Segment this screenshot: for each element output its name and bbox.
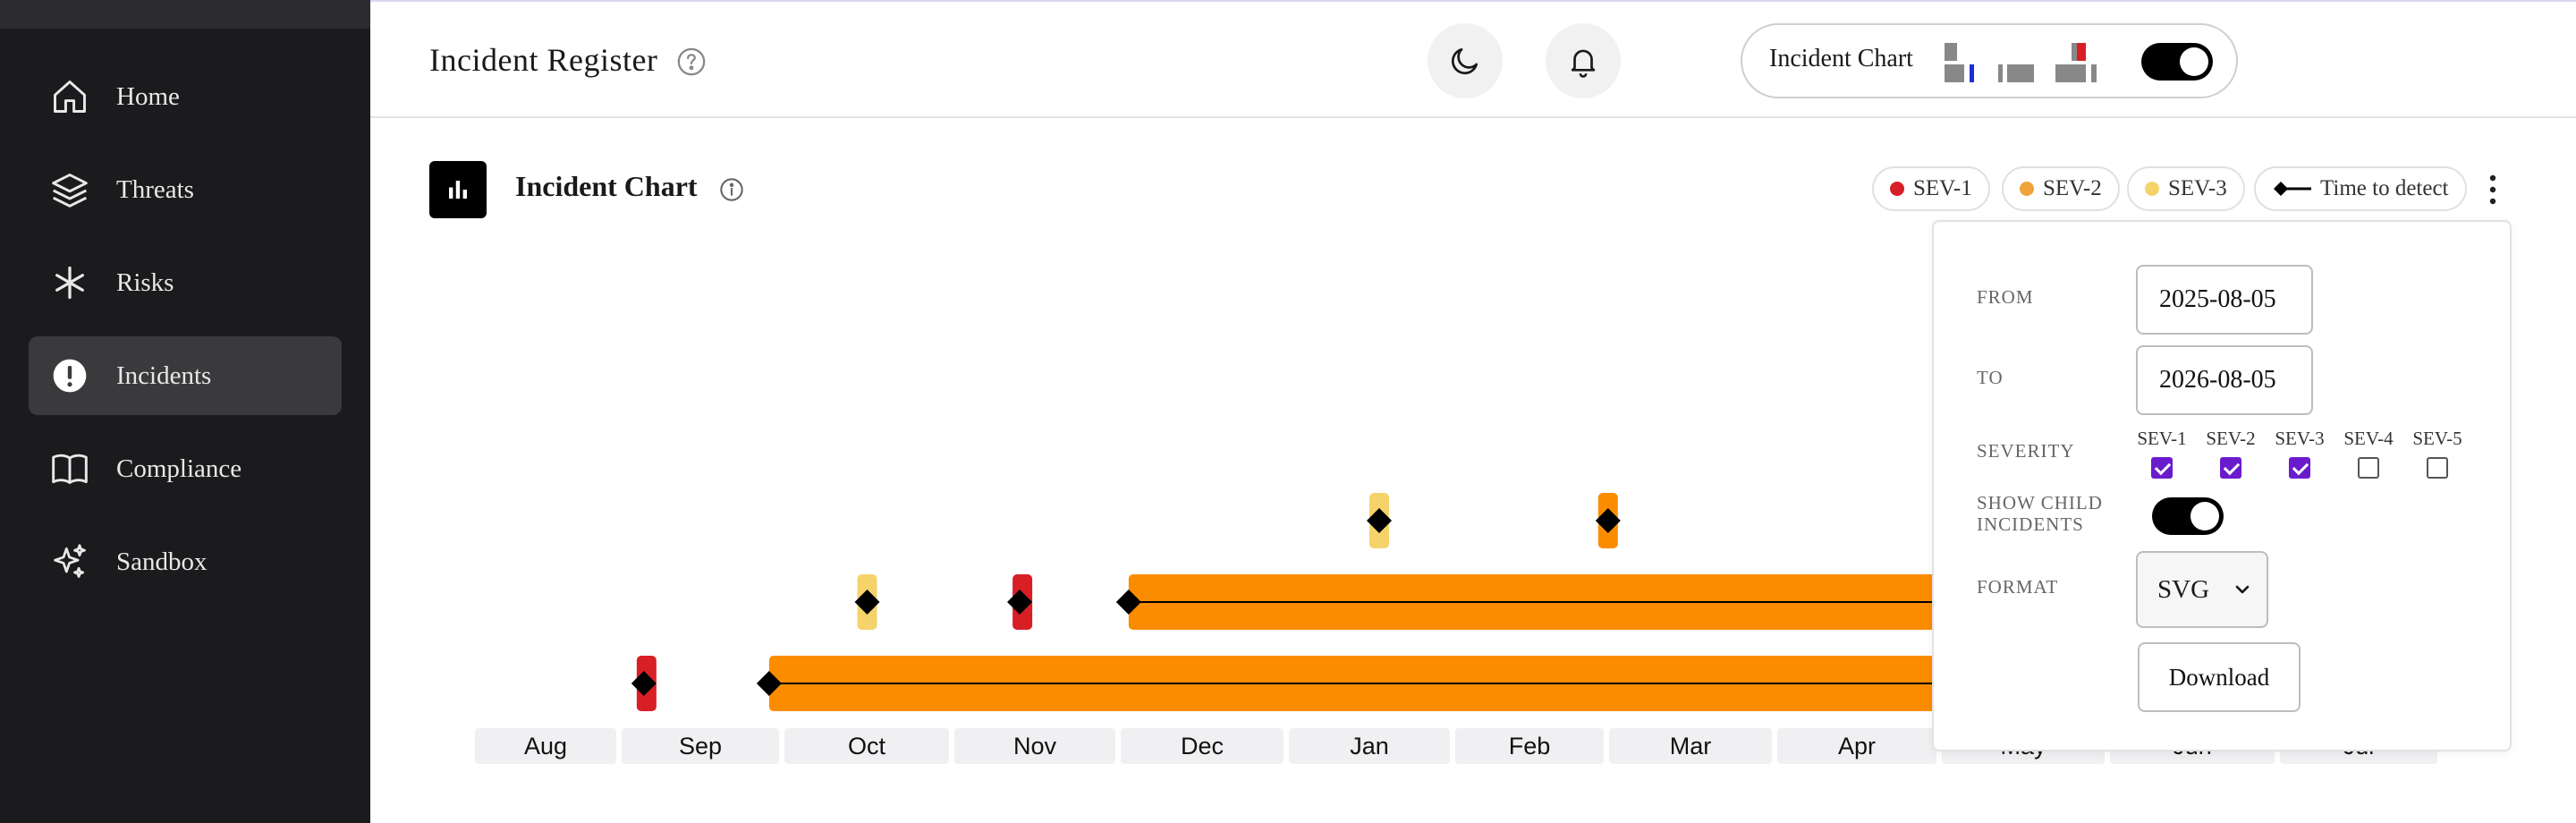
home-icon bbox=[50, 77, 89, 116]
format-select-value: SVG bbox=[2157, 574, 2210, 604]
help-icon[interactable] bbox=[676, 47, 707, 77]
severity-option-sev-2[interactable]: SEV-2 bbox=[2199, 428, 2262, 479]
chevron-down-icon bbox=[2235, 585, 2250, 594]
severity-checkbox[interactable] bbox=[2427, 457, 2448, 479]
notifications-button[interactable] bbox=[1546, 23, 1621, 98]
detect-marker[interactable] bbox=[1007, 590, 1033, 615]
show-child-label-line: SHOW CHILD bbox=[1977, 492, 2103, 513]
chart-thumbnail-icon bbox=[1943, 41, 1987, 86]
to-label: TO bbox=[1977, 367, 2004, 388]
chart-badge-icon bbox=[429, 161, 487, 218]
month-tick-label: Nov bbox=[954, 728, 1115, 764]
view-switch-label: Incident Chart bbox=[1769, 45, 1913, 72]
month-tick-label: Sep bbox=[622, 728, 779, 764]
month-tick-label: Feb bbox=[1455, 728, 1604, 764]
month-tick-label: Jan bbox=[1289, 728, 1450, 764]
sparkles-icon bbox=[50, 542, 89, 581]
detect-marker[interactable] bbox=[854, 590, 880, 615]
from-label: FROM bbox=[1977, 286, 2034, 308]
dark-mode-button[interactable] bbox=[1428, 23, 1503, 98]
month-tick-label: Aug bbox=[475, 728, 616, 764]
chart-thumbnail-icon bbox=[1996, 41, 2041, 86]
month-tick-label: Mar bbox=[1609, 728, 1772, 764]
legend-sev3[interactable]: SEV-3 bbox=[2127, 166, 2245, 211]
sidebar-item-compliance[interactable]: Compliance bbox=[29, 429, 342, 508]
severity-option-label: SEV-3 bbox=[2275, 428, 2325, 449]
legend-sev2[interactable]: SEV-2 bbox=[2002, 166, 2120, 211]
chart-options-panel: FROM 2025-08-05 TO 2026-08-05 SEVERITY S… bbox=[1932, 220, 2512, 751]
month-tick-label: Apr bbox=[1777, 728, 1936, 764]
download-button[interactable]: Download bbox=[2138, 642, 2301, 712]
legend-swatch bbox=[2020, 182, 2034, 196]
show-child-label-line: INCIDENTS bbox=[1977, 513, 2084, 535]
chart-title: Incident Chart bbox=[515, 170, 698, 202]
severity-option-label: SEV-1 bbox=[2137, 428, 2187, 449]
legend-label: SEV-2 bbox=[2043, 176, 2102, 200]
page-title: Incident Register bbox=[429, 42, 658, 78]
format-label: FORMAT bbox=[1977, 576, 2059, 598]
sidebar-item-label: Compliance bbox=[116, 454, 242, 483]
legend-label: SEV-3 bbox=[2168, 176, 2227, 200]
legend-sev1[interactable]: SEV-1 bbox=[1872, 166, 1990, 211]
format-select[interactable]: SVG bbox=[2136, 551, 2268, 628]
sidebar-item-label: Risks bbox=[116, 267, 174, 297]
severity-option-label: SEV-4 bbox=[2343, 428, 2394, 449]
sidebar-item-label: Incidents bbox=[116, 361, 212, 390]
sidebar: Home Threats Risks Incidents Compliance bbox=[0, 0, 370, 823]
severity-checkbox[interactable] bbox=[2358, 457, 2379, 479]
sidebar-item-threats[interactable]: Threats bbox=[29, 150, 342, 229]
toggle-knob bbox=[2190, 502, 2219, 530]
detect-marker[interactable] bbox=[631, 671, 657, 696]
severity-label: SEVERITY bbox=[1977, 440, 2075, 462]
severity-option-sev-4[interactable]: SEV-4 bbox=[2337, 428, 2400, 479]
alert-circle-icon bbox=[50, 356, 89, 395]
sidebar-item-label: Sandbox bbox=[116, 547, 208, 576]
book-icon bbox=[50, 449, 89, 488]
severity-checkbox[interactable] bbox=[2289, 457, 2310, 479]
view-switch[interactable]: Incident Chart bbox=[1741, 23, 2238, 98]
sidebar-item-label: Threats bbox=[116, 174, 194, 204]
severity-checkbox[interactable] bbox=[2220, 457, 2241, 479]
from-date-input[interactable]: 2025-08-05 bbox=[2136, 265, 2313, 335]
sidebar-item-incidents[interactable]: Incidents bbox=[29, 336, 342, 415]
legend-time-to-detect[interactable]: Time to detect bbox=[2254, 166, 2467, 211]
info-icon[interactable] bbox=[719, 177, 744, 202]
to-date-input[interactable]: 2026-08-05 bbox=[2136, 345, 2313, 415]
toggle-knob bbox=[2180, 47, 2208, 76]
detect-marker[interactable] bbox=[1595, 508, 1621, 533]
show-child-toggle[interactable] bbox=[2152, 497, 2224, 535]
sidebar-item-risks[interactable]: Risks bbox=[29, 243, 342, 322]
severity-option-sev-3[interactable]: SEV-3 bbox=[2268, 428, 2331, 479]
view-switch-toggle[interactable] bbox=[2141, 43, 2213, 81]
detect-marker[interactable] bbox=[1367, 508, 1393, 533]
more-options-icon[interactable] bbox=[2479, 172, 2506, 208]
legend-swatch bbox=[1890, 182, 1904, 196]
severity-checkbox[interactable] bbox=[2151, 457, 2173, 479]
legend-label: SEV-1 bbox=[1913, 176, 1972, 200]
bell-icon bbox=[1571, 49, 1596, 78]
sidebar-topbar bbox=[0, 0, 370, 29]
show-child-label: SHOW CHILD INCIDENTS bbox=[1977, 492, 2103, 535]
month-tick-label: Dec bbox=[1121, 728, 1284, 764]
chart-thumbnail-icon bbox=[2054, 41, 2098, 86]
severity-option-sev-1[interactable]: SEV-1 bbox=[2131, 428, 2193, 479]
layers-icon bbox=[50, 170, 89, 209]
detect-marker[interactable] bbox=[1115, 590, 1141, 615]
severity-option-label: SEV-2 bbox=[2206, 428, 2256, 449]
sidebar-item-label: Home bbox=[116, 81, 180, 111]
severity-option-sev-5[interactable]: SEV-5 bbox=[2406, 428, 2469, 479]
detect-marker[interactable] bbox=[756, 671, 782, 696]
sidebar-nav: Home Threats Risks Incidents Compliance bbox=[29, 57, 342, 615]
severity-option-label: SEV-5 bbox=[2412, 428, 2462, 449]
moon-icon bbox=[1451, 47, 1479, 75]
legend-swatch bbox=[2145, 182, 2159, 196]
sidebar-item-home[interactable]: Home bbox=[29, 57, 342, 136]
top-header: Incident Register Incident Chart bbox=[370, 0, 2576, 118]
legend-label: Time to detect bbox=[2320, 176, 2449, 200]
diamond-line-icon bbox=[2274, 182, 2311, 196]
asterisk-icon bbox=[50, 263, 89, 302]
sidebar-item-sandbox[interactable]: Sandbox bbox=[29, 522, 342, 601]
month-tick-label: Oct bbox=[784, 728, 949, 764]
